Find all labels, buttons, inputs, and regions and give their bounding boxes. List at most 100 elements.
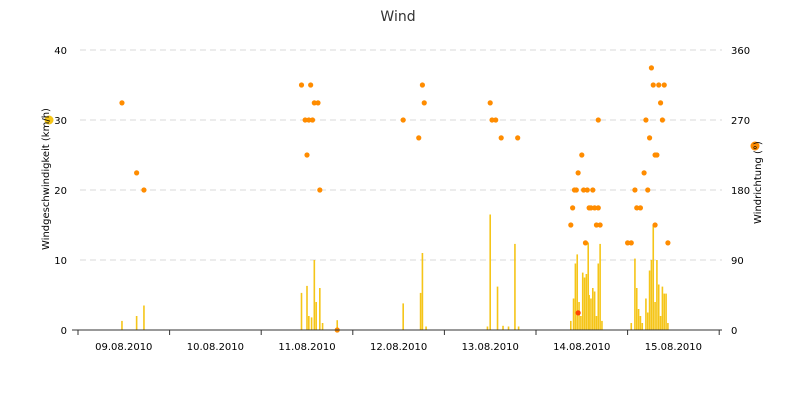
- speed-bar: [135, 316, 138, 330]
- direction-point: [645, 187, 651, 193]
- direction-point: [592, 205, 598, 211]
- speed-bar: [635, 288, 638, 330]
- speed-bar: [648, 270, 651, 330]
- direction-point: [582, 240, 589, 246]
- direction-point: [641, 170, 647, 176]
- speed-bar: [665, 293, 667, 330]
- direction-point: [421, 100, 427, 106]
- speed-bar: [319, 288, 321, 330]
- direction-point: [654, 152, 660, 158]
- direction-series: [119, 65, 671, 333]
- direction-point: [648, 65, 655, 71]
- y-tick-label: 40: [54, 46, 67, 57]
- direction-point: [416, 135, 422, 141]
- direction-point: [568, 222, 574, 228]
- right-axis-legend-marker: [750, 141, 760, 151]
- y2-axis-label: Windrichtung (°): [753, 141, 764, 224]
- direction-point: [628, 240, 634, 246]
- speed-bar: [496, 286, 499, 330]
- speed-bar: [507, 326, 510, 330]
- direction-point: [419, 82, 426, 88]
- x-tick-label: 10.08.2010: [187, 342, 244, 353]
- direction-point: [298, 82, 305, 88]
- direction-point: [590, 187, 596, 193]
- speed-bar: [336, 320, 339, 330]
- speed-bar: [588, 295, 590, 330]
- x-tick-label: 14.08.2010: [553, 342, 610, 353]
- speed-bar: [321, 323, 324, 330]
- direction-point: [573, 187, 579, 193]
- chart-title: Wind: [380, 9, 415, 25]
- speed-bar: [663, 293, 666, 330]
- speed-bar: [637, 309, 640, 330]
- direction-point: [634, 205, 640, 211]
- speed-bar: [646, 312, 649, 330]
- speed-bar: [578, 302, 580, 330]
- y2-tick-label: 90: [731, 256, 744, 267]
- y2-tick-label: 270: [731, 116, 750, 127]
- direction-point: [584, 187, 590, 193]
- y2-tick-label: 0: [731, 326, 737, 337]
- direction-point: [652, 222, 658, 228]
- y2-tick-label: 360: [731, 46, 750, 57]
- direction-point: [304, 152, 310, 158]
- speed-bar: [659, 316, 662, 330]
- speed-bar: [580, 316, 582, 330]
- speed-bar: [419, 292, 422, 330]
- direction-point: [515, 135, 521, 141]
- direction-point: [597, 222, 603, 228]
- speed-bar: [590, 298, 592, 330]
- direction-point: [656, 82, 662, 88]
- speed-bar: [143, 305, 145, 330]
- speed-bar: [402, 303, 404, 330]
- direction-point: [400, 117, 406, 123]
- speed-bar: [308, 316, 310, 330]
- speed-series: [121, 214, 669, 330]
- speed-bar: [310, 317, 313, 330]
- speed-bar: [661, 286, 664, 330]
- speed-bar: [570, 320, 572, 330]
- speed-bar: [315, 302, 317, 330]
- speed-bar: [425, 326, 427, 330]
- direction-point: [306, 117, 312, 123]
- direction-point: [588, 205, 594, 211]
- direction-point: [632, 187, 638, 193]
- speed-bar: [641, 323, 644, 330]
- direction-point: [625, 240, 631, 246]
- direction-point: [498, 135, 504, 141]
- direction-point: [646, 135, 653, 141]
- tick-labels: 0 0 10 90 20 180 30 270 40 360 09.08.2010 10.08.201…: [54, 46, 750, 353]
- direction-point: [493, 117, 499, 123]
- axes: [72, 329, 722, 335]
- direction-point: [579, 152, 585, 158]
- direction-point: [643, 117, 649, 123]
- speed-bar: [591, 288, 594, 330]
- x-tick-label: 12.08.2010: [370, 342, 427, 353]
- speed-bar: [574, 263, 577, 330]
- direction-point: [317, 187, 323, 193]
- direction-point: [575, 170, 581, 176]
- direction-point: [308, 82, 314, 88]
- direction-point: [650, 82, 656, 88]
- direction-point: [661, 82, 667, 88]
- speed-bar: [656, 260, 658, 330]
- direction-point: [595, 205, 601, 211]
- direction-point: [489, 117, 495, 123]
- direction-point: [637, 205, 644, 211]
- direction-point: [119, 100, 125, 106]
- y-tick-label: 10: [54, 256, 67, 267]
- left-axis-legend-marker: [44, 115, 54, 125]
- speed-bar: [421, 253, 424, 330]
- y-tick-label: 30: [54, 116, 67, 127]
- speed-bar: [595, 316, 598, 330]
- speed-bar: [667, 323, 669, 330]
- direction-point: [487, 100, 493, 106]
- speed-bar: [601, 320, 603, 330]
- y2-tick-label: 180: [731, 186, 750, 197]
- direction-point: [302, 117, 308, 123]
- direction-point: [134, 170, 140, 176]
- speed-bar: [593, 291, 596, 330]
- direction-point: [309, 117, 316, 123]
- direction-point: [581, 187, 587, 193]
